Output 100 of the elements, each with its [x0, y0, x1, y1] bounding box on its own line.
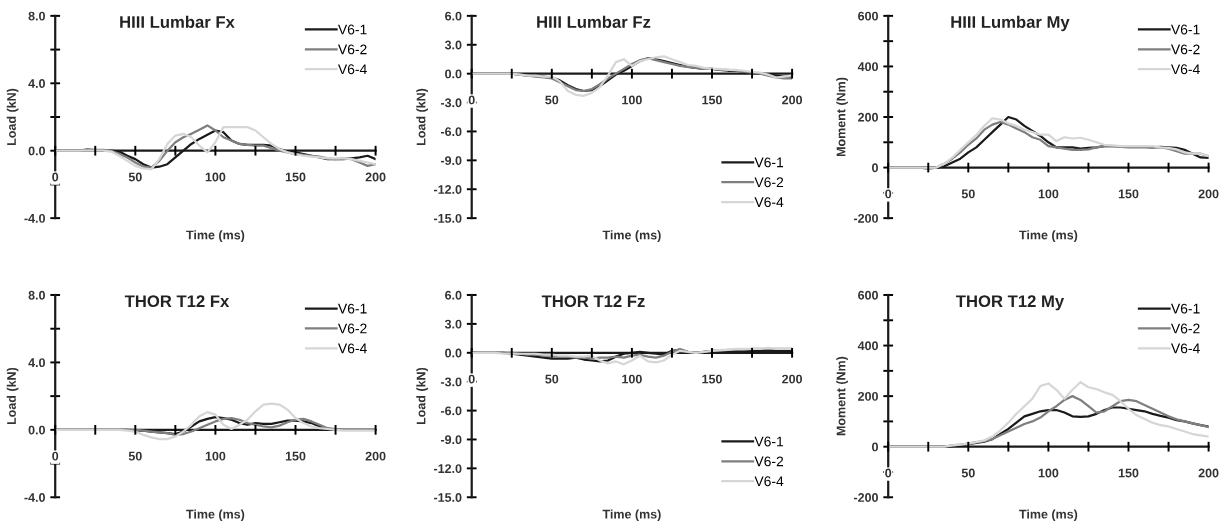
- x-tick-label: 50: [961, 468, 975, 478]
- y-tick-label: -4.0: [24, 493, 45, 502]
- legend-label: V6-1: [1170, 24, 1200, 35]
- y-tick-label: 4.0: [28, 79, 45, 88]
- y-axis-title: Moment (Nm): [836, 356, 848, 436]
- x-tick-label: 200: [782, 95, 803, 105]
- y-axis-title: Load (kN): [6, 88, 19, 145]
- y-axis-title: Moment (Nm): [836, 77, 848, 157]
- legend-label: V6-1: [337, 303, 367, 314]
- legend-label: V6-1: [337, 24, 367, 35]
- x-axis-title: Time (ms): [186, 230, 245, 242]
- x-tick-label: 50: [128, 451, 142, 461]
- y-tick-label: 3.0: [444, 40, 462, 50]
- y-tick-label: -9.0: [440, 156, 462, 165]
- legend-label: V6-1: [754, 157, 784, 168]
- x-axis-title: Time (ms): [1019, 509, 1078, 522]
- y-tick-label: 400: [857, 62, 878, 72]
- x-tick-label: 0: [52, 451, 59, 461]
- x-tick-label: 150: [1118, 189, 1139, 199]
- y-tick-label: -4.0: [24, 213, 45, 223]
- y-tick-label: -6.0: [440, 406, 462, 416]
- y-tick-label: -3.0: [440, 377, 462, 387]
- y-tick-label: 200: [858, 391, 878, 401]
- line-series: [888, 381, 1209, 448]
- x-tick-label: 100: [205, 172, 226, 182]
- x-tick-label: 50: [128, 172, 142, 182]
- legend-label: V6-2: [754, 456, 784, 467]
- chart-title: THOR T12 Fz: [541, 295, 645, 308]
- legend-label: V6-2: [337, 323, 367, 334]
- x-tick-label: 200: [1198, 468, 1219, 478]
- y-tick-label: -9.0: [440, 435, 462, 445]
- x-tick-label: 200: [1198, 189, 1219, 199]
- y-tick-label: -200: [853, 213, 878, 223]
- x-tick-label: 200: [365, 451, 386, 461]
- line-series: [55, 402, 376, 441]
- x-tick-label: 100: [622, 95, 642, 105]
- x-tick-label: 100: [1038, 189, 1059, 199]
- y-tick-label: 0.0: [445, 69, 462, 79]
- x-tick-label: 150: [702, 95, 722, 105]
- y-tick-label: 8.0: [28, 11, 45, 21]
- x-axis-title: Time (ms): [186, 509, 245, 522]
- y-axis-title: Load (kN): [416, 88, 428, 145]
- chart-title: THOR T12 Fx: [124, 295, 230, 308]
- x-tick-label: 0: [885, 468, 892, 478]
- legend-label: V6-4: [1170, 343, 1200, 354]
- chart-title: HIII Lumbar Fz: [537, 15, 651, 28]
- x-tick-label: 0: [468, 374, 475, 384]
- y-tick-label: 4.0: [28, 358, 45, 368]
- y-axis-title: Load (kN): [416, 367, 428, 425]
- x-tick-label: 100: [205, 451, 226, 461]
- y-tick-label: 0.0: [445, 348, 462, 358]
- y-tick-label: 3.0: [444, 319, 462, 329]
- chart-title: HIII Lumbar My: [951, 15, 1070, 32]
- y-tick-label: -12.0: [433, 185, 462, 194]
- legend-label: V6-1: [754, 436, 784, 447]
- x-tick-label: 0: [52, 172, 59, 182]
- x-tick-label: 150: [285, 451, 306, 461]
- y-tick-label: 6.0: [445, 11, 462, 21]
- x-axis-title: Time (ms): [602, 230, 661, 242]
- y-tick-label: -12.0: [433, 464, 462, 474]
- legend-label: V6-4: [1170, 64, 1200, 75]
- y-tick-label: -15.0: [433, 493, 462, 502]
- x-tick-label: 200: [365, 172, 386, 182]
- legend-label: V6-2: [337, 44, 367, 55]
- x-tick-label: 0: [468, 95, 475, 105]
- y-tick-label: 200: [858, 112, 878, 122]
- x-tick-label: 50: [545, 374, 559, 384]
- x-axis-title: Time (ms): [602, 509, 661, 522]
- legend-label: V6-2: [1170, 44, 1200, 55]
- legend-label: V6-4: [337, 64, 367, 75]
- x-tick-label: 0: [885, 189, 892, 199]
- y-tick-label: -3.0: [440, 98, 462, 108]
- legend-label: V6-2: [754, 177, 784, 188]
- legend-label: V6-4: [337, 343, 367, 354]
- x-tick-label: 100: [622, 374, 642, 384]
- y-tick-label: 0: [872, 163, 878, 173]
- x-axis-title: Time (ms): [1019, 230, 1078, 242]
- y-tick-label: 8.0: [28, 290, 45, 300]
- chart-title: THOR T12 My: [955, 295, 1065, 311]
- x-tick-label: 150: [1118, 468, 1139, 478]
- x-tick-label: 150: [285, 172, 306, 182]
- y-tick-label: 600: [858, 290, 878, 300]
- x-tick-label: 50: [545, 95, 559, 105]
- legend-label: V6-1: [1170, 303, 1200, 314]
- legend-label: V6-4: [754, 197, 784, 208]
- chart-title: HIII Lumbar Fx: [120, 15, 235, 28]
- y-tick-label: 0.0: [28, 146, 45, 156]
- x-tick-label: 50: [961, 189, 975, 199]
- x-tick-label: 200: [782, 374, 803, 384]
- y-tick-label: -6.0: [440, 127, 462, 137]
- x-tick-label: 150: [702, 374, 722, 384]
- y-axis-title: Load (kN): [6, 367, 19, 425]
- y-tick-label: 6.0: [445, 290, 462, 300]
- legend-label: V6-2: [1170, 323, 1200, 334]
- y-tick-label: 600: [858, 11, 878, 21]
- x-tick-label: 100: [1038, 468, 1059, 478]
- y-tick-label: 0: [872, 442, 878, 452]
- legend-label: V6-4: [754, 476, 784, 487]
- y-tick-label: 0.0: [28, 425, 45, 435]
- y-tick-label: 400: [857, 341, 878, 351]
